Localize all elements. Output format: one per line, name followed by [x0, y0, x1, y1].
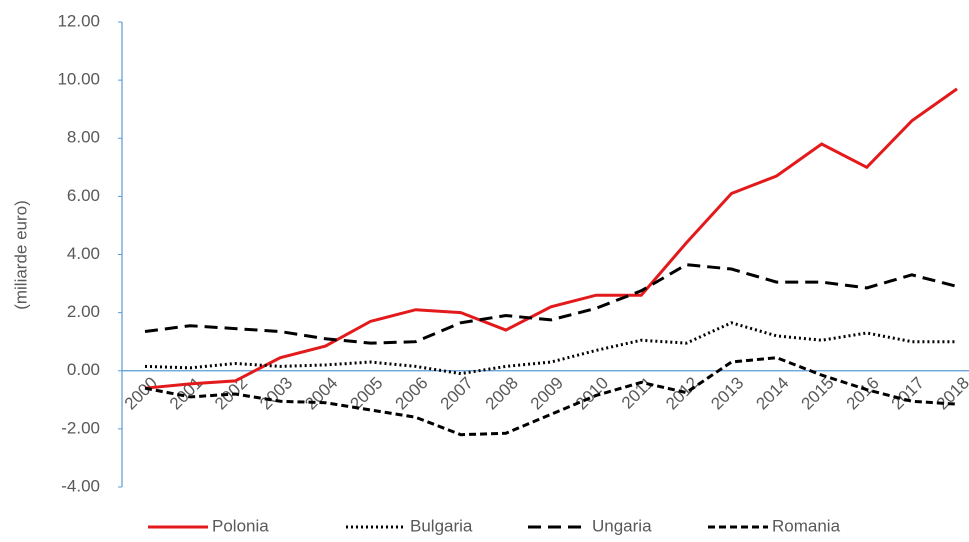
x-tick-label: 2014	[752, 373, 792, 413]
line-series	[144, 321, 957, 376]
x-tick-label: 2018	[933, 373, 969, 413]
y-axis-label: (miliarde euro)	[11, 200, 30, 310]
line-series	[144, 87, 958, 390]
x-tick-label: 2009	[527, 373, 567, 413]
y-tick-label: 12.00	[57, 11, 100, 30]
y-tick-label: -2.00	[61, 418, 100, 437]
y-tick-label: 6.00	[67, 186, 100, 205]
x-tick-label: 2012	[662, 373, 702, 413]
x-tick-label: 2006	[391, 373, 431, 413]
x-tick-label: 2004	[301, 373, 341, 413]
y-tick-label: -4.00	[61, 476, 100, 495]
x-tick-label: 2007	[437, 373, 477, 413]
y-tick-label: 2.00	[67, 302, 100, 321]
x-tick-label: 2013	[707, 373, 747, 413]
y-tick-label: 0.00	[67, 360, 100, 379]
y-tick-label: 4.00	[67, 244, 100, 263]
line-series	[144, 356, 958, 437]
x-tick-label: 2002	[211, 373, 251, 413]
x-tick-label: 2017	[888, 373, 928, 413]
y-tick-label: 8.00	[67, 128, 100, 147]
x-tick-label: 2008	[482, 373, 522, 413]
legend-label: Romania	[772, 516, 841, 535]
x-tick-label: 2000	[121, 373, 161, 413]
legend-label: Polonia	[212, 516, 269, 535]
x-tick-label: 2003	[256, 373, 296, 413]
legend-label: Bulgaria	[410, 516, 473, 535]
y-tick-label: 10.00	[57, 70, 100, 89]
x-tick-label: 2011	[618, 373, 657, 412]
legend-label: Ungaria	[592, 516, 652, 535]
line-series	[144, 263, 958, 345]
